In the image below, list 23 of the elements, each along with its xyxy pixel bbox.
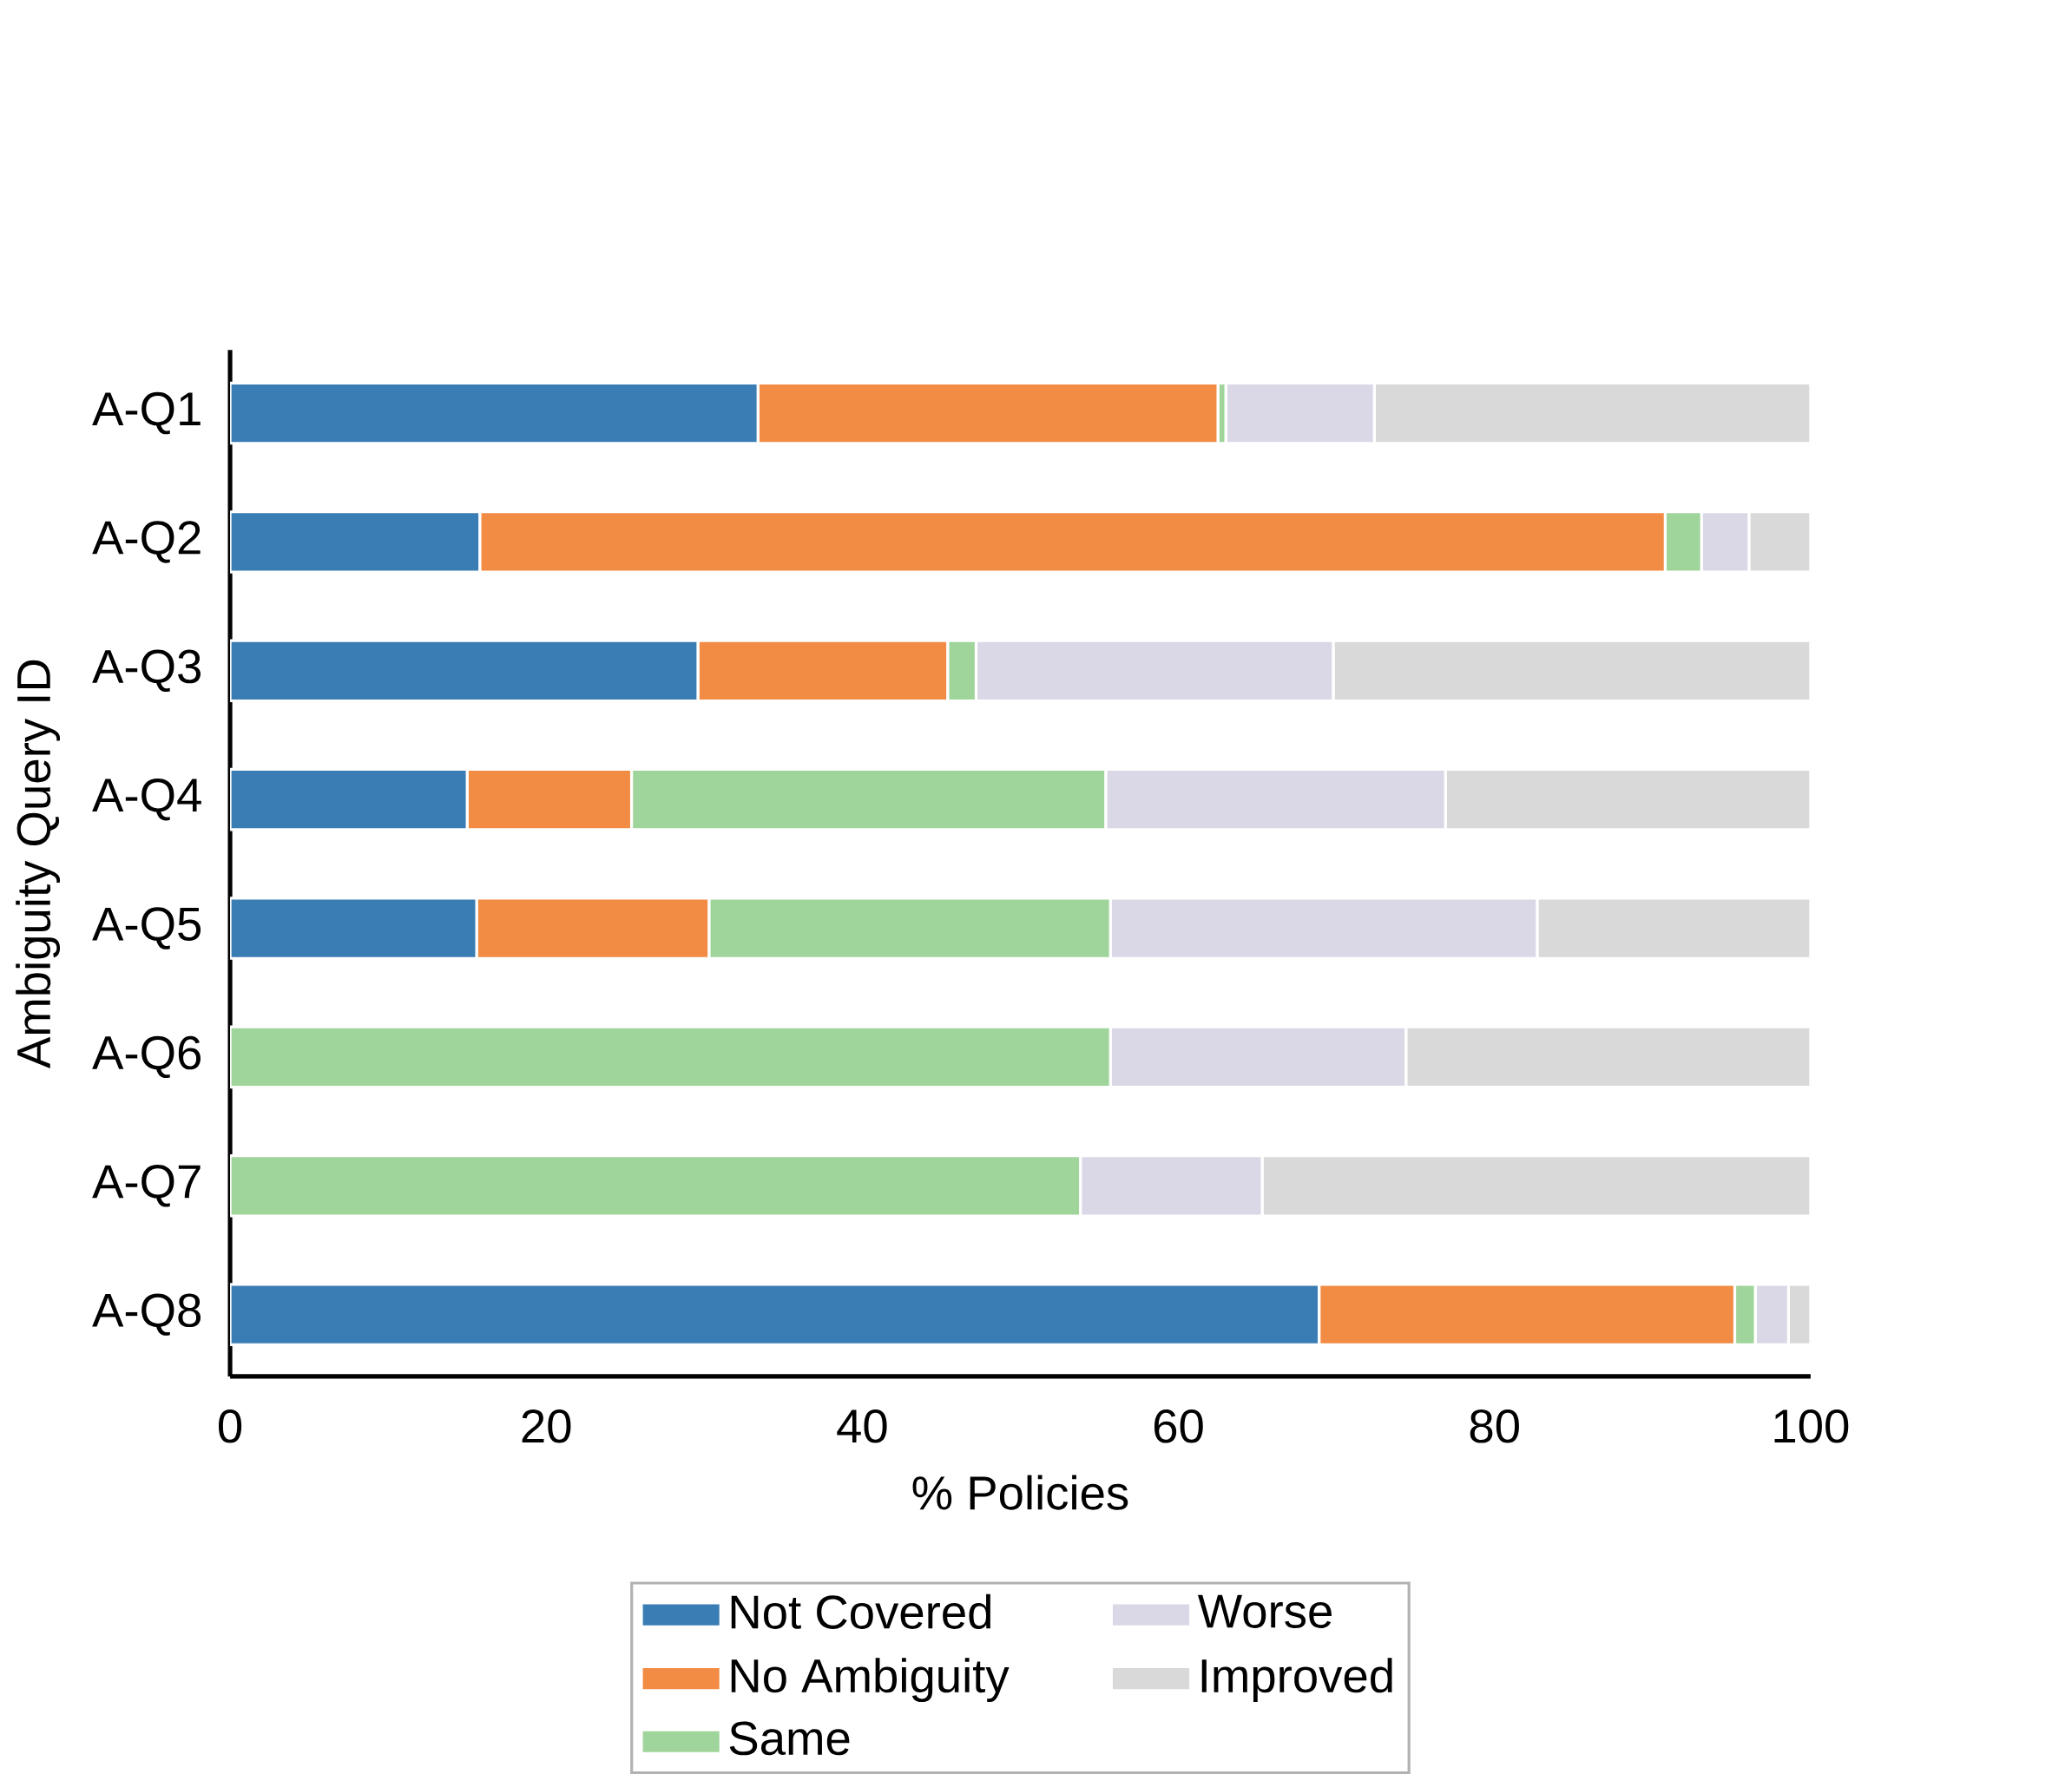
x-tick-label: 60 — [1154, 1409, 1203, 1443]
y-tick-label: A-Q2 — [92, 521, 201, 563]
x-tick-label: 0 — [219, 1409, 242, 1443]
x-tick-label: 20 — [522, 1409, 571, 1443]
x-tick-label: 100 — [1774, 1409, 1849, 1443]
legend-label: Not Covered — [731, 1593, 990, 1629]
y-tick-label: A-Q4 — [92, 778, 201, 821]
x-tick-label: 40 — [837, 1409, 887, 1443]
legend-label: Worse — [1197, 1594, 1332, 1628]
y-tick-label: A-Q6 — [92, 1035, 201, 1078]
bar — [707, 897, 1112, 960]
bar — [1536, 897, 1811, 960]
x-tick-label: 80 — [1470, 1409, 1519, 1443]
y-tick-label: A-Q8 — [92, 1293, 201, 1336]
y-tick-label: A-Q3 — [92, 649, 201, 692]
y-tick-label: A-Q7 — [92, 1164, 201, 1207]
x-axis-title: % Policies — [912, 1475, 1128, 1510]
y-tick-label: A-Q1 — [92, 391, 201, 435]
y-tick-label: A-Q5 — [92, 907, 201, 949]
legend-label: Improved — [1201, 1658, 1392, 1702]
legend-label: Same — [729, 1721, 850, 1756]
legend-label: No Ambiguity — [731, 1658, 1010, 1702]
y-axis-title: Ambiguity Query ID — [16, 660, 61, 1068]
